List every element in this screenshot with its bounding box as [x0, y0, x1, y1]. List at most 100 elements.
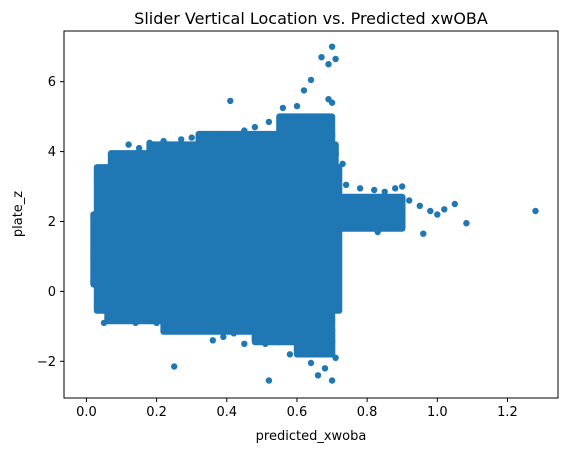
- data-point: [427, 207, 434, 215]
- y-tick-label: 2: [48, 215, 56, 230]
- data-point: [416, 202, 423, 209]
- data-point: [420, 230, 427, 237]
- data-point: [293, 102, 301, 110]
- plot-marks: [90, 43, 539, 384]
- x-axis-label: predicted_xwoba: [256, 429, 367, 444]
- data-point: [160, 137, 167, 145]
- data-point: [93, 302, 101, 309]
- data-point: [463, 220, 470, 227]
- data-point: [381, 188, 388, 195]
- data-point: [153, 319, 160, 327]
- y-tick-label: 4: [48, 145, 56, 160]
- data-point: [125, 141, 132, 148]
- data-point: [93, 176, 101, 183]
- data-point: [307, 359, 315, 367]
- data-point: [342, 181, 350, 188]
- data-point: [188, 324, 195, 332]
- data-point: [356, 185, 364, 192]
- x-tick-label: 0.2: [146, 405, 167, 420]
- y-axis: −2 0 2 4 6: [37, 75, 64, 370]
- data-point: [209, 337, 216, 344]
- chart-title: Slider Vertical Location vs. Predicted x…: [134, 9, 488, 28]
- dense-point-cloud-0: [93, 164, 343, 314]
- dense-point-cloud-8: [293, 337, 336, 358]
- data-point: [118, 151, 125, 159]
- data-point: [328, 377, 336, 384]
- x-tick-label: 0.8: [357, 405, 378, 420]
- data-point: [241, 127, 248, 134]
- data-point: [318, 54, 325, 61]
- data-point: [353, 218, 360, 225]
- data-point: [167, 323, 174, 330]
- data-point: [121, 316, 129, 323]
- data-point: [321, 365, 329, 372]
- dense-point-cloud-4: [276, 113, 336, 141]
- data-point: [251, 123, 259, 131]
- data-point: [111, 312, 118, 320]
- x-tick-label: 0.6: [287, 405, 308, 420]
- x-axis: 0.0 0.2 0.4 0.6 0.8 1.0 1.2: [76, 398, 518, 420]
- data-point: [406, 197, 413, 204]
- data-point: [286, 351, 294, 358]
- data-point: [265, 377, 273, 384]
- y-tick-label: 6: [48, 75, 56, 90]
- data-point: [135, 144, 143, 152]
- y-axis-label: plate_z: [11, 191, 26, 237]
- data-point: [188, 134, 195, 141]
- data-point: [230, 330, 237, 337]
- y-tick-label: −2: [37, 355, 56, 370]
- data-point: [90, 253, 97, 260]
- data-point: [363, 214, 371, 222]
- dense-point-cloud-10: [90, 211, 111, 288]
- data-point: [132, 319, 139, 327]
- y-tick-label: 0: [48, 285, 56, 300]
- dense-point-cloud-9: [335, 193, 406, 232]
- data-point: [300, 347, 308, 354]
- x-tick-label: 0.0: [76, 405, 97, 420]
- data-point: [434, 211, 441, 218]
- data-point: [199, 323, 206, 330]
- data-point: [307, 76, 315, 84]
- data-point: [328, 99, 336, 106]
- data-point: [328, 43, 336, 50]
- data-point: [142, 314, 150, 321]
- data-point: [241, 340, 248, 347]
- data-point: [90, 277, 97, 285]
- data-point: [332, 55, 339, 63]
- data-point: [178, 136, 185, 143]
- data-point: [171, 363, 178, 370]
- data-point: [392, 185, 399, 192]
- data-point: [251, 335, 259, 342]
- data-point: [220, 333, 227, 340]
- data-point: [300, 87, 308, 94]
- data-point: [216, 130, 223, 138]
- data-point: [325, 60, 332, 68]
- data-point: [262, 340, 269, 347]
- data-point: [97, 235, 104, 243]
- x-tick-label: 1.2: [497, 405, 518, 420]
- data-point: [276, 338, 283, 346]
- data-point: [265, 118, 273, 126]
- data-point: [227, 97, 234, 105]
- data-point: [178, 319, 185, 327]
- data-point: [346, 221, 353, 229]
- data-point: [146, 139, 153, 146]
- data-point: [206, 134, 213, 141]
- data-point: [399, 183, 406, 190]
- data-point: [314, 372, 322, 379]
- data-point: [371, 186, 378, 194]
- data-point: [399, 223, 406, 230]
- data-point: [374, 228, 381, 236]
- data-point: [332, 354, 339, 361]
- data-point: [279, 104, 287, 112]
- data-point: [385, 220, 392, 227]
- data-point: [100, 319, 108, 327]
- x-tick-label: 0.4: [216, 405, 237, 420]
- data-point: [339, 160, 346, 167]
- data-point: [532, 207, 539, 215]
- x-tick-label: 1.0: [427, 405, 448, 420]
- data-point: [100, 218, 108, 225]
- data-point: [441, 206, 448, 213]
- plot-area-frame: [63, 30, 559, 399]
